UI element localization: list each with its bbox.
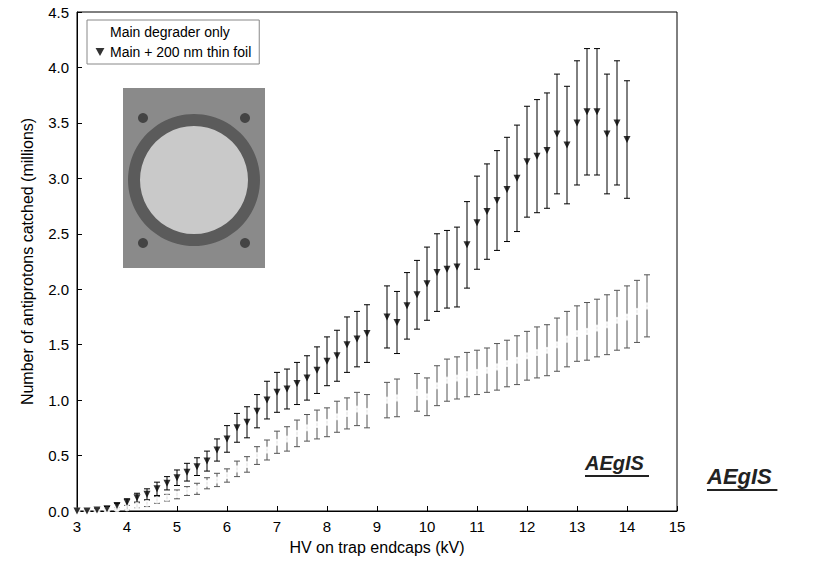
svg-text:10: 10 — [419, 518, 436, 535]
svg-text:13: 13 — [569, 518, 586, 535]
svg-text:4.5: 4.5 — [48, 4, 69, 21]
svg-text:8: 8 — [323, 518, 331, 535]
svg-text:3.5: 3.5 — [48, 114, 69, 131]
svg-text:HV on trap endcaps (kV): HV on trap endcaps (kV) — [289, 539, 464, 556]
svg-text:0.0: 0.0 — [48, 503, 69, 520]
svg-text:12: 12 — [519, 518, 536, 535]
svg-text:15: 15 — [669, 518, 686, 535]
svg-text:3.0: 3.0 — [48, 170, 69, 187]
svg-text:9: 9 — [373, 518, 381, 535]
svg-text:1.0: 1.0 — [48, 392, 69, 409]
svg-text:4.0: 4.0 — [48, 59, 69, 76]
svg-text:1.5: 1.5 — [48, 336, 69, 353]
svg-text:11: 11 — [469, 518, 485, 535]
svg-text:Number of antiprotons catched: Number of antiprotons catched (millions) — [19, 118, 36, 405]
svg-text:2.5: 2.5 — [48, 225, 69, 242]
svg-text:AEgIS: AEgIS — [706, 464, 772, 489]
svg-text:5: 5 — [173, 518, 181, 535]
svg-text:2.0: 2.0 — [48, 281, 69, 298]
svg-text:7: 7 — [273, 518, 281, 535]
svg-text:0.5: 0.5 — [48, 447, 69, 464]
svg-text:4: 4 — [123, 518, 131, 535]
svg-text:Main + 200 nm thin foil: Main + 200 nm thin foil — [110, 44, 251, 60]
svg-text:14: 14 — [619, 518, 636, 535]
svg-text:Main degrader only: Main degrader only — [110, 24, 230, 40]
svg-text:6: 6 — [223, 518, 231, 535]
svg-text:3: 3 — [73, 518, 81, 535]
svg-text:AEgIS: AEgIS — [584, 452, 645, 474]
